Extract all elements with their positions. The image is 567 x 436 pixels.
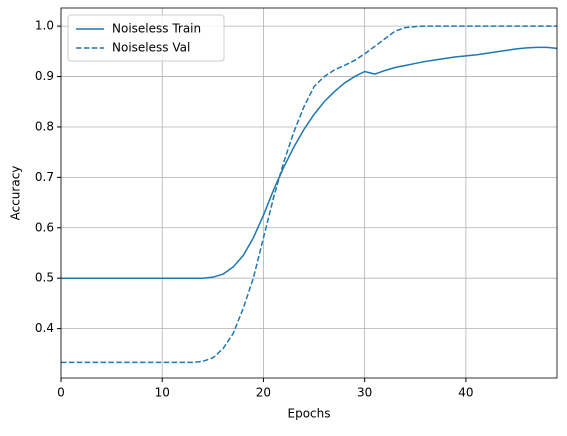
series-line bbox=[61, 46, 557, 279]
series-line bbox=[61, 25, 557, 364]
y-tick-label: 0.7 bbox=[35, 170, 54, 184]
legend-label: Noiseless Train bbox=[112, 22, 201, 36]
x-axis-label: Epochs bbox=[288, 407, 331, 421]
y-tick-label: 0.5 bbox=[35, 271, 54, 285]
x-tick-label: 40 bbox=[458, 386, 473, 400]
y-tick-label: 0.6 bbox=[35, 220, 54, 234]
plot-frame bbox=[60, 7, 558, 379]
y-tick-label: 0.4 bbox=[35, 321, 54, 335]
x-tick-label: 0 bbox=[57, 386, 65, 400]
y-tick-label: 1.0 bbox=[35, 19, 54, 33]
y-tick-label: 0.8 bbox=[35, 119, 54, 133]
x-tick-label: 20 bbox=[256, 386, 271, 400]
y-tick-label: 0.9 bbox=[35, 69, 54, 83]
legend-label: Noiseless Val bbox=[112, 41, 190, 55]
y-axis-label: Accuracy bbox=[9, 166, 23, 221]
x-tick-label: 30 bbox=[357, 386, 372, 400]
legend-box bbox=[67, 14, 225, 62]
x-tick-label: 10 bbox=[155, 386, 170, 400]
